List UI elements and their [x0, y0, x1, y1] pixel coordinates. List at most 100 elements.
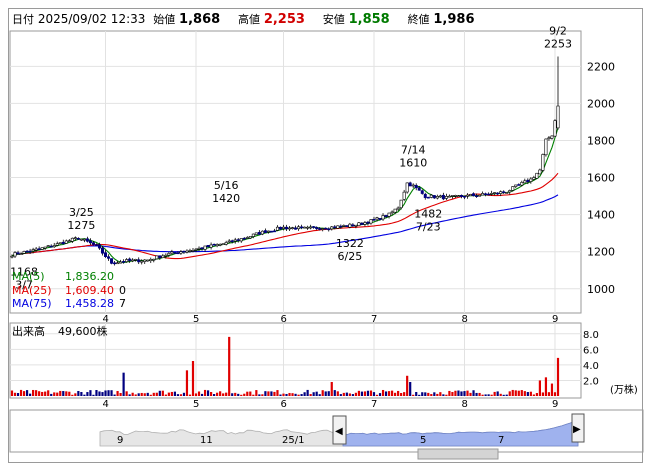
- candle-body: [399, 199, 403, 209]
- volume-bar: [231, 393, 234, 396]
- candle-body: [278, 226, 282, 230]
- volume-bar: [366, 390, 370, 396]
- candle-body: [306, 226, 310, 229]
- volume-bar: [315, 391, 318, 396]
- volume-bar: [50, 393, 53, 396]
- candle-body: [58, 242, 62, 245]
- volume-bar: [439, 392, 442, 396]
- volume-bar: [249, 391, 252, 396]
- high-value: 2,253: [263, 12, 305, 27]
- volume-bar: [412, 394, 415, 396]
- candle-body: [499, 191, 503, 194]
- candle-body: [94, 244, 98, 246]
- volume-bar: [140, 392, 143, 396]
- volume-bar: [243, 393, 246, 396]
- volume-bar: [312, 392, 315, 396]
- volume-bar: [424, 392, 427, 396]
- volume-bar: [387, 391, 391, 396]
- volume-bar: [451, 391, 454, 396]
- candle-body: [511, 186, 515, 191]
- candle-body: [390, 211, 394, 214]
- candle-body: [529, 178, 533, 182]
- candle-body: [49, 245, 53, 248]
- volume-bar: [357, 390, 361, 396]
- volume-bar: [297, 394, 300, 396]
- volume-bar: [38, 391, 41, 396]
- volume-bar: [306, 389, 309, 396]
- candle-body: [55, 243, 59, 246]
- candle-body: [46, 245, 50, 247]
- peak-date-label: 5/16: [214, 179, 239, 192]
- volume-bar: [155, 392, 158, 396]
- volume-bar: [131, 392, 134, 396]
- candle-body: [450, 195, 454, 197]
- volume-bar: [35, 390, 38, 396]
- candle-body: [221, 243, 225, 245]
- candle-body: [426, 196, 430, 199]
- peak-value-label: 2253: [544, 38, 572, 51]
- candle-body: [233, 239, 237, 242]
- volume-tick-label: 6.0: [583, 345, 599, 356]
- volume-bar: [113, 394, 116, 396]
- volume-bar: [41, 391, 44, 396]
- volume-bar: [206, 390, 210, 396]
- candle-body: [553, 120, 557, 137]
- volume-x-tick-label: 7: [371, 399, 377, 410]
- candle-body: [496, 192, 500, 195]
- candle-body: [526, 179, 530, 183]
- volume-bar: [288, 392, 291, 396]
- volume-tick-label: 2.0: [583, 376, 599, 387]
- volume-bar: [303, 392, 306, 396]
- trough-date-label: 7/23: [416, 220, 441, 233]
- volume-bar: [532, 394, 535, 396]
- volume-bar: [505, 394, 508, 396]
- navigator-left-handle[interactable]: [332, 415, 347, 445]
- candle-body: [125, 259, 129, 263]
- navigator-label: 25/1: [282, 435, 304, 446]
- volume-bar: [475, 392, 478, 396]
- volume-x-tick-label: 8: [461, 399, 467, 410]
- ma75-value: 1,458.28: [65, 297, 114, 310]
- ma5-label: MA(5): [12, 270, 45, 283]
- candle-body: [161, 255, 165, 258]
- candle-body: [167, 253, 171, 256]
- volume-bar: [86, 392, 89, 396]
- candle-body: [85, 238, 89, 242]
- candle-body: [131, 259, 135, 262]
- candle-body: [170, 251, 174, 254]
- candle-body: [194, 248, 198, 251]
- candle-body: [185, 250, 189, 253]
- candle-body: [456, 195, 460, 198]
- navigator-right-handle[interactable]: [571, 413, 585, 443]
- price-tick-label: 1400: [587, 209, 615, 222]
- volume-bar: [330, 382, 333, 396]
- price-tick-label: 1600: [587, 172, 615, 185]
- candle-body: [402, 191, 406, 200]
- candle-body: [122, 261, 126, 263]
- volume-bar: [523, 391, 526, 396]
- candle-body: [37, 248, 41, 250]
- volume-bar: [538, 380, 542, 396]
- volume-bar: [209, 392, 213, 396]
- candle-body: [351, 224, 355, 227]
- candle-body: [275, 226, 279, 231]
- date-label: 日付: [12, 13, 34, 26]
- candle-body: [16, 252, 20, 255]
- candle-body: [363, 222, 367, 225]
- volume-bar: [499, 393, 502, 396]
- candle-body: [197, 247, 201, 250]
- price-x-tick-label: 6: [280, 314, 286, 325]
- candle-body: [40, 247, 44, 250]
- candle-body: [408, 182, 412, 187]
- navigator-scrollbar[interactable]: [417, 448, 499, 460]
- low-label: 安値: [322, 13, 345, 26]
- candle-body: [251, 233, 255, 237]
- candle-body: [52, 245, 56, 248]
- volume-bar: [333, 390, 336, 396]
- candle-body: [22, 251, 26, 254]
- candle-body: [245, 237, 249, 239]
- volume-unit: (万株): [610, 383, 638, 396]
- volume-bar: [363, 391, 367, 396]
- candle-body: [152, 258, 156, 261]
- volume-bar: [415, 392, 418, 396]
